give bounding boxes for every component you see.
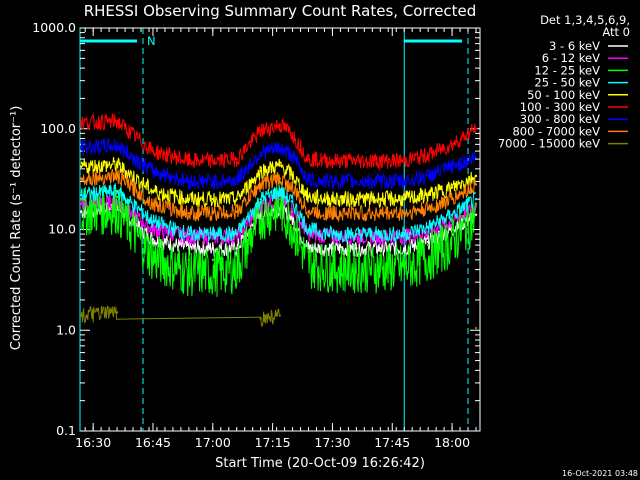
data-point [290,210,293,213]
data-point [278,314,282,317]
x-tick-label: 17:30 [314,435,350,450]
series-line [80,184,476,297]
series-line [80,112,476,171]
series-line [80,304,280,328]
data-point [474,197,478,201]
x-tick-label: 17:00 [195,435,231,450]
x-axis-label: Start Time (20-Oct-09 16:26:42) [215,456,425,471]
footer-timestamp: 16-Oct-2021 03:48 [562,469,638,478]
data-point [355,254,358,257]
series-line [81,169,476,223]
chart-title: RHESSI Observing Summary Count Rates, Co… [84,2,477,20]
x-tick-label: 16:45 [135,435,171,450]
data-point [79,197,83,201]
observing-flags: N [80,34,463,48]
data-point [474,156,478,159]
data-point [403,254,406,257]
y-tick-label: 1000.0 [32,20,76,35]
legend-header-line-2: Att 0 [602,25,630,39]
x-tick-label: 17:15 [255,435,291,450]
y-tick-label: 100.0 [40,121,76,136]
data-point [79,165,83,168]
x-tick-label: 18:00 [434,435,470,450]
y-tick-label: 1.0 [56,322,76,337]
series-300-800-kev [79,138,478,192]
legend-label-6-12-kev: 6 - 12 keV [542,51,600,65]
x-tick-label: 16:30 [75,435,111,450]
series-layer [79,112,478,330]
data-point [259,151,262,154]
series-7000-15000-kev [79,304,478,330]
legend-label-25-50-kev: 25 - 50 keV [534,76,600,90]
series-line [80,138,476,192]
x-tick-label: 17:45 [374,435,410,450]
series-12-25-kev [79,184,478,297]
y-tick-label: 0.1 [56,423,76,438]
y-axis-label: Corrected Count Rate (s⁻¹ detector⁻¹) [9,106,24,351]
legend-label-800-7000-kev: 800 - 7000 keV [512,124,600,138]
legend-label-12-25-kev: 12 - 25 keV [534,63,600,77]
data-point [187,212,191,215]
legend-label-3-6-kev: 3 - 6 keV [549,39,600,53]
data-point [278,164,282,167]
series-line [80,157,476,209]
flag-label: N [147,34,156,48]
series-800-7000-kev [79,169,478,223]
legend-label-100-300-kev: 100 - 300 keV [520,100,600,114]
data-point [426,243,430,247]
data-point [450,186,454,189]
y-axis-ticks: 1000.0 100.0 10.0 1.0 0.1 [32,20,480,438]
data-point [115,195,119,199]
series-50-100-kev [79,157,478,209]
x-axis-ticks: 16:30 16:45 17:00 17:15 17:30 17:45 18:00 [75,28,477,450]
series-line [80,183,476,244]
legend-label-50-100-kev: 50 - 100 keV [527,88,600,102]
series-25-50-kev [79,183,478,244]
legend-header-line-1: Det 1,3,4,5,6,9, [540,13,630,27]
legend-label-300-800-kev: 300 - 800 keV [520,112,600,126]
data-point [211,258,215,262]
data-point [474,326,478,330]
y-tick-label: 10.0 [48,222,76,237]
legend-label-7000-15000-kev: 7000 - 15000 keV [498,137,600,151]
series-100-300-kev [79,112,478,171]
